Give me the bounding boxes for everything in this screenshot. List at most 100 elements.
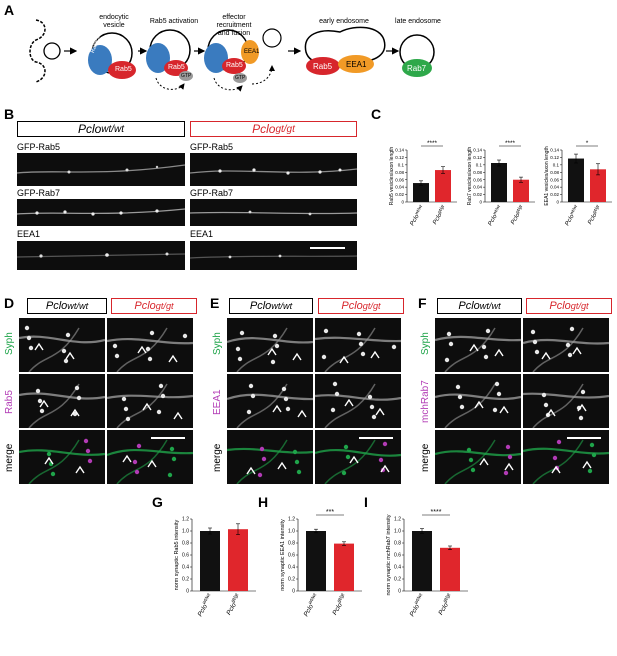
- bar-gt: [513, 179, 529, 202]
- micrograph-e-wt-merge: [227, 430, 313, 484]
- x-tick-label: Pclowt/wt: [407, 203, 426, 227]
- budding-vesicle: [43, 42, 61, 60]
- y-tick-label: 0.6: [288, 553, 295, 559]
- eea1-blob-ee: [338, 55, 374, 73]
- genotype-gt-e: Pclo gt/gt: [318, 298, 404, 314]
- significance-stars: ****: [505, 140, 516, 147]
- b-row-label-rab5-gt: GFP-Rab5: [190, 142, 234, 152]
- y-axis-label: norm synaptic EEA1 intensity: [280, 519, 286, 591]
- genotype-gt-d: Pclo gt/gt: [111, 298, 197, 314]
- genotype-gt-b: Pclo gt/gt: [190, 121, 357, 137]
- x-tick-label: Pclogt/gt: [585, 203, 603, 226]
- panel-label-g: G: [152, 494, 163, 510]
- genotype-wt-b: Pclo wt/wt: [17, 121, 185, 137]
- micrograph-f-wt-marker: [435, 374, 521, 428]
- y-tick-label: 0.6: [182, 553, 189, 559]
- y-tick-label: 0.04: [395, 185, 404, 190]
- genotype-gt-f: Pclo gt/gt: [526, 298, 612, 314]
- panel-label-a: A: [4, 2, 15, 18]
- rabex-blob-2: [146, 43, 170, 73]
- bar-wt: [491, 163, 507, 202]
- rab5-blob-1: [108, 61, 136, 79]
- y-axis-label: norm synaptic Rab5 intensity: [174, 519, 180, 590]
- eea1-blob-3: [241, 40, 259, 64]
- y-axis-label: Rab5 vesicles/axon length: [389, 147, 395, 206]
- f-label-merge: merge: [420, 443, 431, 473]
- micrograph-b-rab7-gt: [190, 199, 357, 226]
- y-tick-label: 0.1: [553, 162, 560, 167]
- bar-wt: [568, 158, 584, 202]
- micrograph-e-gt-merge: [315, 430, 401, 484]
- y-tick-label: 0.8: [394, 541, 401, 547]
- micrograph-b-rab7-wt: [17, 199, 185, 226]
- significance-stars: ****: [431, 509, 442, 516]
- micrograph-d-gt-marker: [107, 374, 193, 428]
- x-tick-label: Pclogt/gt: [224, 592, 243, 616]
- e-label-eea1: EEA1: [212, 389, 223, 415]
- bar-gt: [228, 529, 248, 591]
- micrograph-d-gt-syph: [107, 318, 193, 372]
- bar-gt: [440, 547, 460, 591]
- y-tick-label: 0.14: [473, 148, 482, 153]
- y-tick-label: 0: [186, 589, 189, 595]
- bar-gt: [435, 170, 451, 202]
- bar-wt: [200, 531, 220, 591]
- x-tick-label: Pclogt/gt: [330, 592, 349, 616]
- stage-label-3: effector recruitment and fusion: [216, 14, 252, 37]
- y-tick-label: 0.4: [288, 565, 295, 571]
- significance-stars: ****: [427, 140, 438, 147]
- y-tick-label: 0.12: [395, 155, 404, 160]
- y-tick-label: 1.0: [182, 529, 189, 535]
- micrograph-f-wt-syph: [435, 318, 521, 372]
- fusion-arrow: [251, 65, 275, 85]
- stage-label-5: late endosome: [395, 18, 441, 25]
- gtp-label-3: GTP: [235, 75, 246, 81]
- stage-label-2: Rab5 activation: [149, 18, 199, 25]
- micrograph-e-gt-marker: [315, 374, 401, 428]
- rabex-blob-3: [204, 43, 228, 73]
- eea1-label-ee: EEA1: [346, 60, 367, 69]
- panel-label-b: B: [4, 106, 15, 122]
- e-label-syph: Syph: [212, 332, 223, 356]
- gtp-blob-3: [233, 73, 247, 83]
- eea1-label-3: EEA1: [244, 49, 260, 55]
- y-tick-label: 0.02: [473, 192, 482, 197]
- bar-wt: [413, 183, 429, 202]
- rab5-label-2: Rab5: [168, 64, 185, 71]
- f-label-syph: Syph: [420, 332, 431, 356]
- y-tick-label: 0: [556, 200, 559, 205]
- y-tick-label: 0.02: [550, 192, 559, 197]
- bar-gt: [334, 543, 354, 591]
- y-tick-label: 0.08: [550, 170, 559, 175]
- gtp-blob-2: [179, 71, 193, 81]
- x-tick-label: Pclogt/gt: [430, 203, 448, 226]
- y-tick-label: 0.6: [394, 553, 401, 559]
- y-tick-label: 0.4: [182, 565, 189, 571]
- y-tick-label: 0.12: [473, 155, 482, 160]
- micrograph-d-wt-merge: [19, 430, 105, 484]
- micrograph-b-rab5-wt: [17, 153, 185, 186]
- bar-wt: [306, 531, 326, 591]
- incoming-vesicle: [262, 28, 282, 48]
- genotype-wt-e: Pclo wt/wt: [229, 298, 313, 314]
- y-tick-label: 1.2: [288, 517, 295, 523]
- rab7-label: Rab7: [407, 64, 427, 73]
- micrograph-f-wt-merge: [435, 430, 521, 484]
- d-label-syph: Syph: [4, 332, 15, 356]
- x-tick-label: Pclowt/wt: [301, 592, 321, 618]
- panel-label-f: F: [418, 295, 427, 311]
- rab7-blob: [402, 59, 432, 77]
- y-tick-label: 0.4: [394, 565, 401, 571]
- micrograph-f-gt-syph: [523, 318, 609, 372]
- y-tick-label: 0.12: [550, 155, 559, 160]
- d-label-rab5: Rab5: [4, 390, 15, 414]
- rab5-blob-ee: [306, 57, 340, 75]
- micrograph-e-wt-syph: [227, 318, 313, 372]
- y-tick-label: 1.0: [288, 529, 295, 535]
- micrograph-d-wt-marker: [19, 374, 105, 428]
- y-tick-label: 0: [398, 589, 401, 595]
- rab5-label-1: Rab5: [115, 66, 132, 73]
- y-tick-label: 0: [401, 200, 404, 205]
- micrograph-d-wt-syph: [19, 318, 105, 372]
- y-tick-label: 0.8: [182, 541, 189, 547]
